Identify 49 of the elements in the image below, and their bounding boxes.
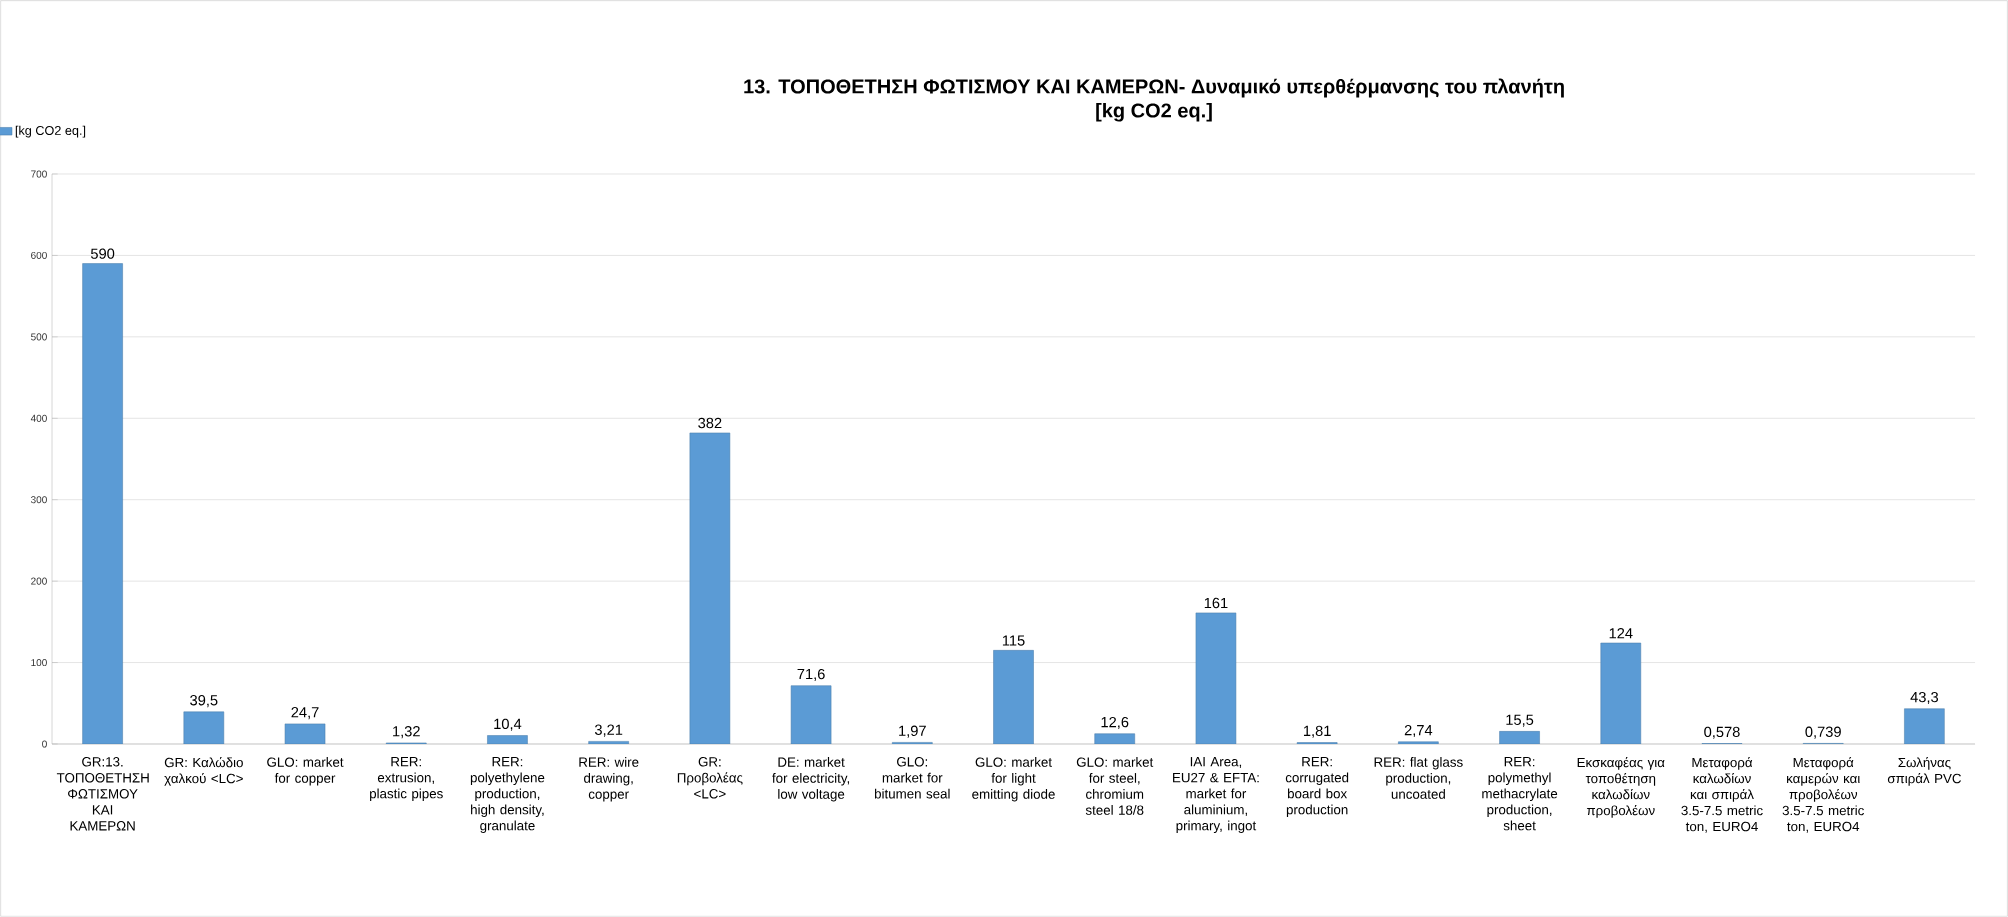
y-tick-label: 400 (30, 414, 47, 422)
x-tick-label: GR: Καλώδιο χαλκού <LC> (164, 757, 243, 786)
x-tick-label: RER: extrusion, plastic pipes (370, 757, 443, 801)
data-label: 115 (1002, 635, 1025, 646)
x-tick-label: Μεταφορά καμερών και προβολέων 3.5-7.5 metric ton, EURO4 (1782, 757, 1864, 833)
data-label: 590 (90, 248, 115, 259)
data-label: 71,6 (797, 668, 825, 681)
y-tick-label: 500 (31, 333, 47, 341)
chart-title: 13. ΤΟΠΟΘΕΤΗΣΗ ΦΩΤΙΣΜΟΥ ΚΑΙ ΚΑΜΕΡΩΝ- Δυναμικό υπερθέρμανσης του πλανήτη (744, 78, 1564, 98)
data-label: 10,4 (494, 718, 522, 731)
x-tick-label: GR: Προβολέας <LC> (677, 757, 743, 799)
data-label: 12,6 (1101, 716, 1129, 730)
y-tick-label: 300 (30, 496, 47, 504)
data-label: 15,5 (1506, 714, 1534, 727)
x-tick-label: RER: wire drawing, copper (579, 757, 639, 802)
data-label: 1,81 (1303, 725, 1331, 738)
data-label: 0,739 (1805, 726, 1841, 739)
data-label: 1,97 (899, 725, 926, 738)
y-tick-label: 200 (31, 577, 47, 585)
data-label: 161 (1204, 597, 1228, 609)
x-tick-label: GR:13. ΤΟΠΟΘΕΤΗΣΗ ΦΩΤΙΣΜΟΥ ΚΑΙ ΚΑΜΕΡΩΝ (56, 757, 149, 831)
data-label: 24,7 (291, 707, 319, 720)
x-tick-label: Σωλήνας σπιράλ PVC (1887, 757, 1962, 786)
x-tick-label: Εκσκαφέας για τοποθέτηση καλωδίων προβολέων (1577, 757, 1665, 818)
data-label: 382 (698, 417, 722, 429)
chart-subtitle: [kg CO2 eq.] (1096, 102, 1212, 122)
x-tick-label: Μεταφορά καλωδίων και σπιράλ 3.5-7.5 metric ton, EURO4 (1681, 757, 1763, 833)
y-tick-label: 700 (31, 170, 47, 178)
y-tick-label: 600 (31, 251, 47, 259)
data-label: 0,578 (1704, 726, 1740, 739)
x-tick-label: RER: corrugated board box production (1285, 757, 1349, 817)
x-tick-label: IAI Area, EU27 & EFTA: market for aluminium, primary, ingot (1173, 757, 1259, 833)
data-label: 124 (1609, 628, 1633, 639)
data-label: 39,5 (190, 695, 218, 708)
x-tick-label: GLO: market for bitumen seal (874, 757, 950, 799)
x-tick-label: RER: flat glass production, uncoated (1374, 757, 1463, 799)
y-tick-label: 0 (42, 740, 47, 748)
data-label: 43,3 (1910, 691, 1939, 705)
data-label: 3,21 (594, 724, 623, 737)
x-tick-label: GLO: market for copper (267, 757, 344, 786)
x-tick-label: GLO: market for light emitting diode (972, 757, 1055, 802)
x-tick-label: DE: market for electricity, low voltage (772, 757, 850, 802)
y-tick-label: 100 (31, 659, 47, 667)
x-tick-label: GLO: market for steel, chromium steel 18/8 (1076, 757, 1154, 815)
data-label: 1,32 (393, 726, 420, 739)
x-tick-label: RER: polymethyl methacrylate production, sheet (1482, 757, 1558, 831)
data-label: 2,74 (1404, 724, 1433, 738)
legend-label: [kg CO2 eq.] (15, 125, 86, 138)
x-tick-label: RER: polyethylene production, high density, granulate (470, 757, 545, 833)
